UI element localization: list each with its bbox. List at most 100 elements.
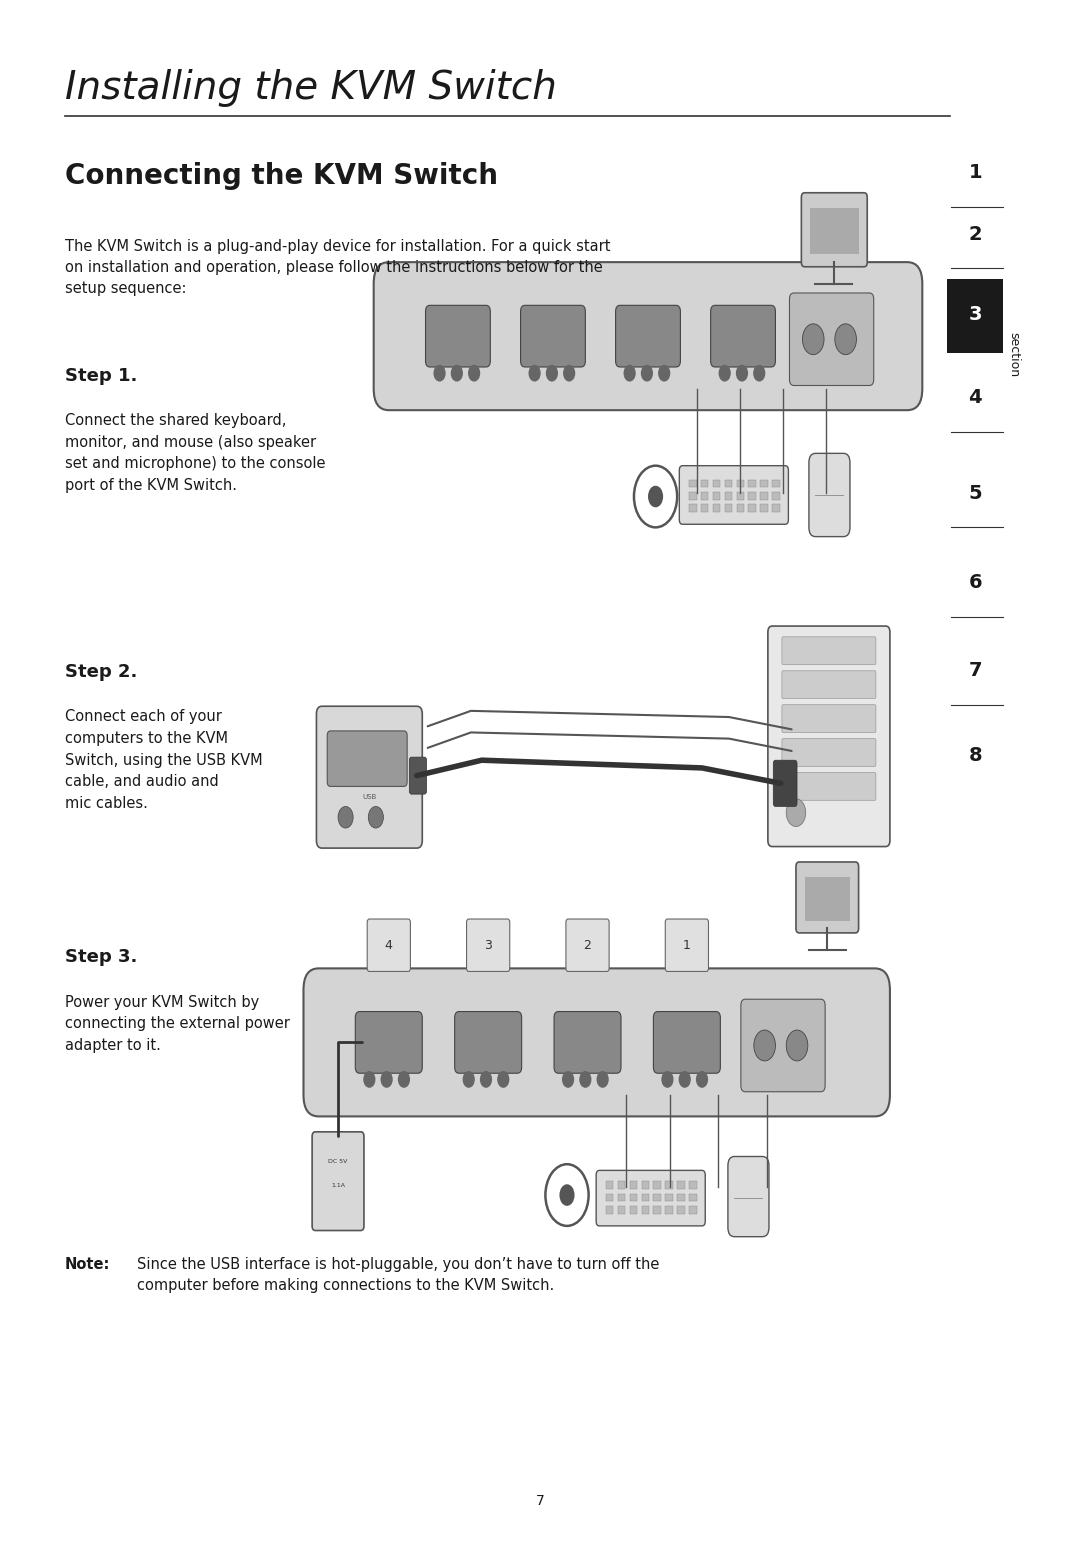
Circle shape xyxy=(481,1072,491,1087)
Text: 1: 1 xyxy=(683,939,691,951)
FancyBboxPatch shape xyxy=(810,208,859,254)
Text: Installing the KVM Switch: Installing the KVM Switch xyxy=(65,69,556,108)
FancyBboxPatch shape xyxy=(312,1132,364,1231)
FancyBboxPatch shape xyxy=(642,1194,649,1201)
Circle shape xyxy=(835,324,856,355)
FancyBboxPatch shape xyxy=(772,504,780,512)
FancyBboxPatch shape xyxy=(713,492,720,500)
FancyBboxPatch shape xyxy=(789,293,874,386)
Circle shape xyxy=(786,1030,808,1061)
FancyBboxPatch shape xyxy=(805,877,850,921)
FancyBboxPatch shape xyxy=(737,480,744,487)
FancyBboxPatch shape xyxy=(760,504,768,512)
Text: 8: 8 xyxy=(969,746,982,765)
FancyBboxPatch shape xyxy=(701,504,708,512)
Circle shape xyxy=(469,365,480,381)
Circle shape xyxy=(364,1072,375,1087)
Circle shape xyxy=(580,1072,591,1087)
FancyBboxPatch shape xyxy=(701,480,708,487)
FancyBboxPatch shape xyxy=(642,1206,649,1214)
FancyBboxPatch shape xyxy=(630,1194,637,1201)
FancyBboxPatch shape xyxy=(618,1194,625,1201)
Circle shape xyxy=(529,365,540,381)
FancyBboxPatch shape xyxy=(455,1012,522,1073)
FancyBboxPatch shape xyxy=(316,706,422,848)
FancyBboxPatch shape xyxy=(689,1181,697,1189)
Text: Power your KVM Switch by
connecting the external power
adapter to it.: Power your KVM Switch by connecting the … xyxy=(65,995,289,1053)
Circle shape xyxy=(737,365,747,381)
Circle shape xyxy=(624,365,635,381)
FancyBboxPatch shape xyxy=(741,999,825,1092)
FancyBboxPatch shape xyxy=(772,492,780,500)
FancyBboxPatch shape xyxy=(618,1181,625,1189)
Circle shape xyxy=(451,365,462,381)
FancyBboxPatch shape xyxy=(725,504,732,512)
FancyBboxPatch shape xyxy=(737,492,744,500)
FancyBboxPatch shape xyxy=(606,1206,613,1214)
Text: 2: 2 xyxy=(969,225,982,244)
Text: 5: 5 xyxy=(969,484,982,503)
FancyBboxPatch shape xyxy=(677,1194,685,1201)
FancyBboxPatch shape xyxy=(653,1012,720,1073)
FancyBboxPatch shape xyxy=(725,492,732,500)
Text: 1: 1 xyxy=(969,163,982,182)
Circle shape xyxy=(434,365,445,381)
FancyBboxPatch shape xyxy=(596,1170,705,1226)
FancyBboxPatch shape xyxy=(773,760,797,806)
FancyBboxPatch shape xyxy=(367,919,410,971)
FancyBboxPatch shape xyxy=(677,1181,685,1189)
Text: 7: 7 xyxy=(969,662,982,680)
Text: Connect each of your
computers to the KVM
Switch, using the USB KVM
cable, and a: Connect each of your computers to the KV… xyxy=(65,709,262,811)
FancyBboxPatch shape xyxy=(689,1206,697,1214)
Circle shape xyxy=(338,806,353,828)
FancyBboxPatch shape xyxy=(374,262,922,410)
FancyBboxPatch shape xyxy=(630,1181,637,1189)
Text: Step 1.: Step 1. xyxy=(65,367,137,386)
FancyBboxPatch shape xyxy=(796,862,859,933)
FancyBboxPatch shape xyxy=(728,1156,769,1237)
FancyBboxPatch shape xyxy=(653,1206,661,1214)
Text: 6: 6 xyxy=(969,574,982,592)
Circle shape xyxy=(463,1072,474,1087)
FancyBboxPatch shape xyxy=(665,1181,673,1189)
Circle shape xyxy=(563,1072,573,1087)
Text: 4: 4 xyxy=(384,939,393,951)
FancyBboxPatch shape xyxy=(701,492,708,500)
FancyBboxPatch shape xyxy=(737,504,744,512)
Text: 3: 3 xyxy=(484,939,492,951)
FancyBboxPatch shape xyxy=(606,1194,613,1201)
Circle shape xyxy=(754,365,765,381)
FancyBboxPatch shape xyxy=(782,671,876,699)
Circle shape xyxy=(498,1072,509,1087)
FancyBboxPatch shape xyxy=(782,739,876,766)
FancyBboxPatch shape xyxy=(653,1181,661,1189)
FancyBboxPatch shape xyxy=(748,492,756,500)
FancyBboxPatch shape xyxy=(711,305,775,367)
Circle shape xyxy=(597,1072,608,1087)
Text: 4: 4 xyxy=(969,389,982,407)
FancyBboxPatch shape xyxy=(618,1206,625,1214)
FancyBboxPatch shape xyxy=(748,480,756,487)
FancyBboxPatch shape xyxy=(653,1194,661,1201)
FancyBboxPatch shape xyxy=(689,480,697,487)
Circle shape xyxy=(381,1072,392,1087)
Circle shape xyxy=(564,365,575,381)
FancyBboxPatch shape xyxy=(713,480,720,487)
FancyBboxPatch shape xyxy=(521,305,585,367)
Circle shape xyxy=(754,1030,775,1061)
FancyBboxPatch shape xyxy=(748,504,756,512)
FancyBboxPatch shape xyxy=(616,305,680,367)
Text: Connecting the KVM Switch: Connecting the KVM Switch xyxy=(65,162,498,190)
Text: Step 2.: Step 2. xyxy=(65,663,137,682)
FancyBboxPatch shape xyxy=(782,773,876,800)
Circle shape xyxy=(648,486,663,507)
Text: USB: USB xyxy=(362,794,377,800)
FancyBboxPatch shape xyxy=(772,480,780,487)
FancyBboxPatch shape xyxy=(409,757,427,794)
Circle shape xyxy=(697,1072,707,1087)
FancyBboxPatch shape xyxy=(642,1181,649,1189)
Circle shape xyxy=(802,324,824,355)
Text: Connect the shared keyboard,
monitor, and mouse (also speaker
set and microphone: Connect the shared keyboard, monitor, an… xyxy=(65,413,325,493)
FancyBboxPatch shape xyxy=(689,1194,697,1201)
FancyBboxPatch shape xyxy=(566,919,609,971)
